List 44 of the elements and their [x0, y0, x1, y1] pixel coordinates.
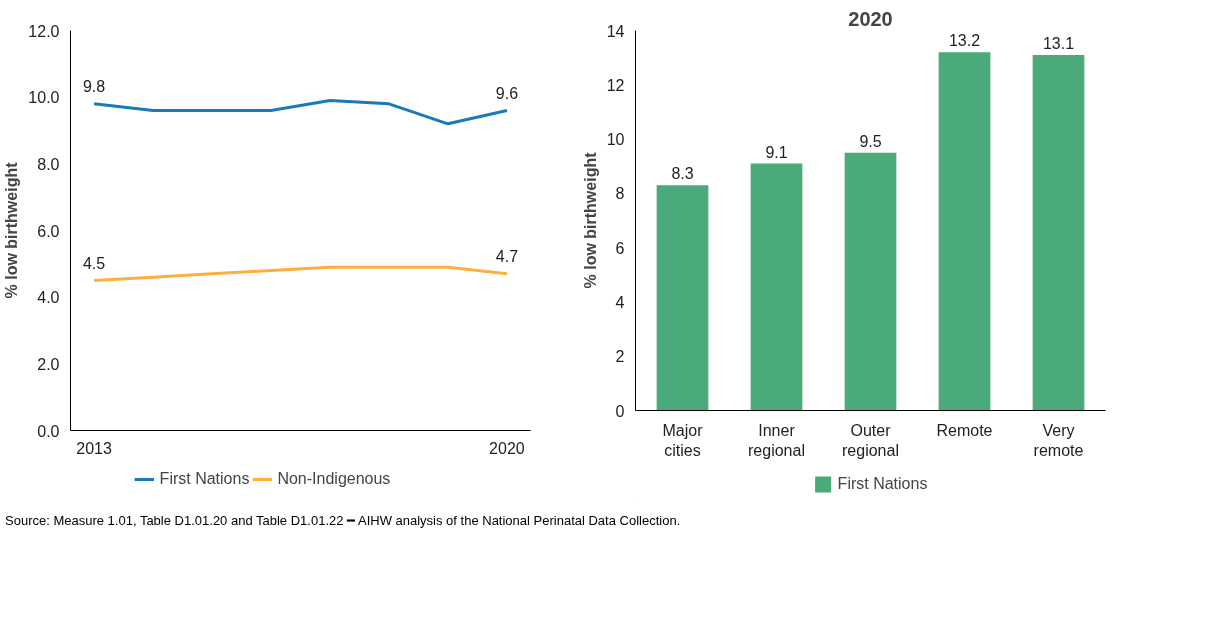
y-tick-label: 12: [606, 76, 625, 94]
data-label: 9.1: [765, 143, 788, 161]
y-tick-label: 2: [615, 348, 625, 366]
x-tick-label: Outer regional: [842, 421, 899, 459]
data-label: 4.7: [495, 247, 519, 265]
data-label: 9.6: [495, 84, 519, 102]
bar: [844, 152, 897, 411]
bar: [750, 163, 803, 411]
legend-label: First Nations: [159, 470, 250, 488]
y-tick-label: 14: [606, 22, 625, 40]
y-axis-title: % low birthweight: [581, 151, 599, 289]
data-label: 13.1: [1042, 34, 1075, 52]
x-tick-label: Remote: [936, 421, 993, 439]
data-label: 4.5: [82, 254, 106, 272]
x-tick-label: 2020: [489, 439, 525, 457]
y-tick-label: 4: [615, 293, 625, 311]
bar: [656, 185, 709, 411]
y-tick-label: 4.0: [37, 289, 60, 307]
line-series: [92, 99, 509, 126]
y-tick-label: 0: [615, 402, 625, 420]
chart-title: 2020: [848, 7, 893, 30]
y-tick-label: 6: [615, 239, 625, 257]
x-tick-label: Very remote: [1033, 421, 1084, 459]
x-tick-label: Major cities: [662, 421, 704, 459]
bar: [1032, 54, 1085, 411]
y-tick-label: 10.0: [28, 89, 60, 107]
y-tick-label: 12.0: [28, 22, 60, 40]
y-axis-title: % low birthweight: [3, 161, 21, 299]
y-tick-label: 2.0: [37, 355, 60, 373]
legend-label: Non-Indigenous: [277, 470, 391, 488]
data-label: 9.5: [859, 132, 882, 150]
data-label: 9.8: [82, 77, 106, 95]
x-tick-label: Inner regional: [748, 421, 805, 459]
bar: [938, 52, 991, 411]
y-tick-label: 8.0: [37, 155, 60, 173]
y-tick-label: 6.0: [37, 222, 60, 240]
x-tick-label: 2013: [76, 439, 112, 457]
y-tick-label: 0.0: [37, 422, 60, 440]
source-note: Source: Measure 1.01, Table D1.01.20 and Table D1.01.22 ━ AIHW analysis of the National Perinatal Data Collection.: [5, 512, 681, 530]
y-tick-label: 10: [606, 131, 625, 149]
legend-label: First Nations: [837, 475, 928, 493]
data-label: 13.2: [948, 32, 981, 50]
y-tick-label: 8: [615, 185, 625, 203]
data-label: 8.3: [671, 165, 694, 183]
